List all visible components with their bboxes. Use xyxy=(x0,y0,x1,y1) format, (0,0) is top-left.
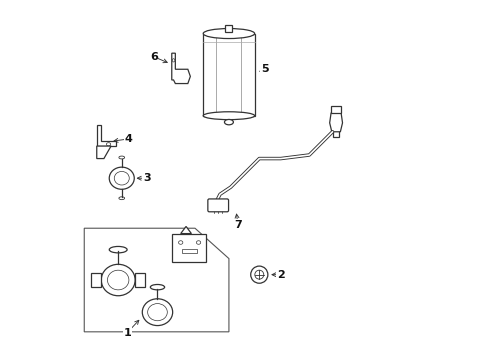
Ellipse shape xyxy=(178,241,183,244)
Text: 6: 6 xyxy=(150,52,158,62)
Bar xyxy=(203,33,255,116)
Polygon shape xyxy=(84,228,229,332)
Polygon shape xyxy=(92,273,101,287)
Polygon shape xyxy=(97,146,111,158)
FancyBboxPatch shape xyxy=(208,199,228,212)
Ellipse shape xyxy=(224,120,233,125)
Polygon shape xyxy=(172,53,190,84)
Ellipse shape xyxy=(109,247,127,253)
Ellipse shape xyxy=(172,59,175,62)
Text: 4: 4 xyxy=(125,134,133,144)
Text: 3: 3 xyxy=(143,173,150,183)
Ellipse shape xyxy=(147,303,167,321)
Polygon shape xyxy=(181,226,192,234)
Ellipse shape xyxy=(196,241,201,244)
Ellipse shape xyxy=(114,171,129,185)
Ellipse shape xyxy=(109,167,134,189)
Ellipse shape xyxy=(251,266,268,283)
Polygon shape xyxy=(330,113,343,132)
Bar xyxy=(225,25,232,32)
Ellipse shape xyxy=(255,270,264,279)
Ellipse shape xyxy=(106,143,111,146)
Ellipse shape xyxy=(107,270,129,290)
Bar xyxy=(182,249,197,253)
Bar xyxy=(333,123,339,137)
Polygon shape xyxy=(135,273,145,287)
Ellipse shape xyxy=(150,284,165,290)
Bar xyxy=(331,107,341,113)
Text: 1: 1 xyxy=(123,328,131,338)
Ellipse shape xyxy=(203,112,255,120)
Ellipse shape xyxy=(101,264,135,296)
Text: 5: 5 xyxy=(261,64,269,74)
Ellipse shape xyxy=(119,197,124,200)
Ellipse shape xyxy=(142,299,172,325)
Text: 7: 7 xyxy=(234,220,242,230)
Text: 2: 2 xyxy=(277,270,285,280)
Polygon shape xyxy=(172,234,206,262)
Polygon shape xyxy=(97,125,117,146)
Ellipse shape xyxy=(119,156,124,159)
Ellipse shape xyxy=(203,28,255,39)
